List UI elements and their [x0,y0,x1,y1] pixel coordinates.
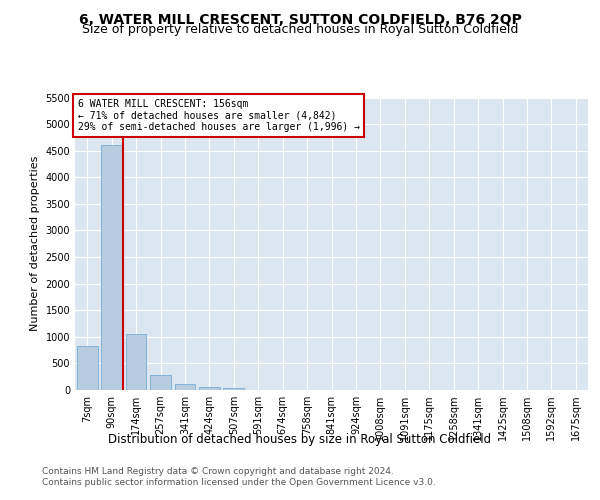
Bar [101,146,122,390]
Text: Size of property relative to detached houses in Royal Sutton Coldfield: Size of property relative to detached ho… [82,22,518,36]
Bar [125,334,146,390]
Bar [77,346,98,390]
Bar [223,388,244,390]
Bar [150,374,171,390]
Y-axis label: Number of detached properties: Number of detached properties [30,156,40,332]
Text: Contains HM Land Registry data © Crown copyright and database right 2024.
Contai: Contains HM Land Registry data © Crown c… [42,468,436,487]
Bar [199,387,220,390]
Text: 6 WATER MILL CRESCENT: 156sqm
← 71% of detached houses are smaller (4,842)
29% o: 6 WATER MILL CRESCENT: 156sqm ← 71% of d… [77,99,359,132]
Text: Distribution of detached houses by size in Royal Sutton Coldfield: Distribution of detached houses by size … [109,432,491,446]
Text: 6, WATER MILL CRESCENT, SUTTON COLDFIELD, B76 2QP: 6, WATER MILL CRESCENT, SUTTON COLDFIELD… [79,12,521,26]
Bar [175,384,196,390]
